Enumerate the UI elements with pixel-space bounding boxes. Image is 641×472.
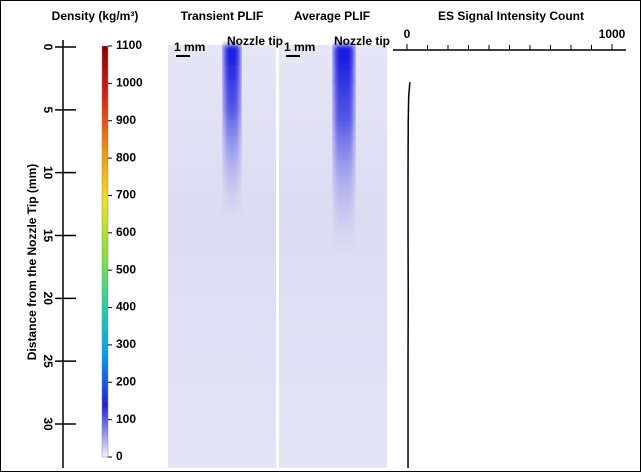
colorbar-tick-label: 900 <box>116 113 136 127</box>
colorbar <box>101 45 109 458</box>
colorbar-tick-label: 300 <box>116 337 136 351</box>
y-tick-label: 20 <box>41 292 55 306</box>
y-tick-label: 25 <box>41 354 55 368</box>
scale-label: 1 mm <box>284 40 315 54</box>
panel-image <box>279 45 387 468</box>
y-tick-label: 30 <box>41 417 55 431</box>
panel-title: Transient PLIF <box>181 9 264 23</box>
chart-title: ES Signal Intensity Count <box>438 9 584 23</box>
colorbar-title: Density (kg/m³) <box>52 9 139 23</box>
panel-image <box>168 45 276 468</box>
colorbar-tick-label: 200 <box>116 374 136 388</box>
data-line <box>407 82 411 468</box>
x-tick-label: 1000 <box>599 27 626 41</box>
y-tick-label: 15 <box>41 229 55 243</box>
colorbar-tick-label: 0 <box>116 449 123 463</box>
axis-title: Distance from the Nozzle Tip (mm) <box>25 164 39 360</box>
colorbar-tick-label: 800 <box>116 150 136 164</box>
colorbar-tick-label: 100 <box>116 412 136 426</box>
annotation: Nozzle tip <box>227 34 283 48</box>
annotation: Nozzle tip <box>334 34 390 48</box>
colorbar-tick-label: 700 <box>116 188 136 202</box>
colorbar-tick-label: 600 <box>116 225 136 239</box>
colorbar-tick-label: 500 <box>116 262 136 276</box>
x-tick-label: 0 <box>404 27 411 41</box>
y-tick-label: 0 <box>41 44 55 51</box>
plume <box>224 45 240 225</box>
plume <box>334 45 354 255</box>
colorbar-tick-label: 1100 <box>116 38 142 52</box>
y-tick-label: 10 <box>41 166 55 180</box>
colorbar-tick-label: 1000 <box>116 76 143 90</box>
scale-label: 1 mm <box>174 40 205 54</box>
panel-images <box>168 45 387 468</box>
colorbar-tick-label: 400 <box>116 300 136 314</box>
y-tick-label: 5 <box>41 106 55 113</box>
panel-title: Average PLIF <box>294 9 370 23</box>
